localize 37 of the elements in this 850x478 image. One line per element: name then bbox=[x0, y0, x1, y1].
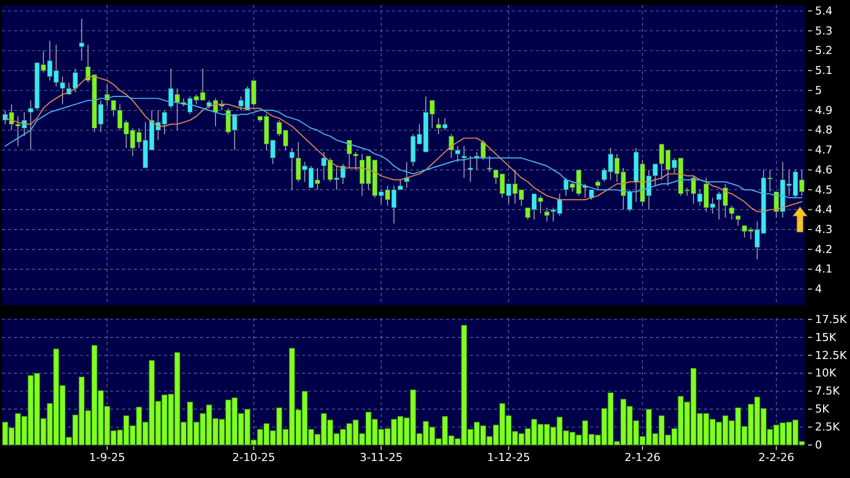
y-tick-label: 5.4 bbox=[815, 4, 832, 18]
y-tick-label: 4.3 bbox=[815, 223, 832, 236]
candlestick bbox=[468, 155, 474, 182]
candlestick bbox=[729, 205, 734, 220]
y-tick-label: 5.2 bbox=[815, 44, 832, 58]
x-tick-label: 2-2-26 bbox=[758, 451, 794, 464]
y-tick-label: 15K bbox=[815, 330, 837, 344]
y-tick-label: 4.5 bbox=[815, 183, 832, 196]
y-tick-label: 4.8 bbox=[815, 124, 832, 137]
y-tick-label: 2.5K bbox=[815, 420, 840, 434]
y-tick-label: 0 bbox=[815, 438, 822, 452]
y-tick-label: 10K bbox=[815, 366, 837, 380]
x-tick-label: 1-12-25 bbox=[487, 451, 530, 464]
y-tick-label: 5K bbox=[815, 402, 830, 416]
y-tick-label: 5.1 bbox=[815, 64, 832, 78]
candlestick bbox=[486, 155, 492, 172]
candlestick bbox=[735, 215, 741, 226]
y-tick-label: 4 bbox=[815, 282, 822, 296]
candlestick bbox=[79, 18, 84, 62]
y-tick-label: 7.5K bbox=[815, 384, 840, 398]
y-tick-label: 4.1 bbox=[815, 262, 832, 276]
y-tick-label: 5.3 bbox=[815, 24, 832, 38]
y-tick-label: 17.5K bbox=[815, 312, 848, 326]
y-tick-label: 4.7 bbox=[815, 144, 832, 157]
y-tick-label: 4.4 bbox=[815, 203, 832, 216]
x-tick-label: 1-9-25 bbox=[89, 451, 126, 464]
y-tick-label: 4.6 bbox=[815, 163, 832, 176]
x-tick-label: 2-1-26 bbox=[624, 451, 660, 464]
y-tick-label: 12.5K bbox=[815, 348, 848, 362]
candlestick bbox=[595, 179, 600, 190]
y-tick-label: 4.9 bbox=[815, 104, 832, 117]
x-tick-label: 3-11-25 bbox=[360, 451, 403, 464]
candlestick bbox=[461, 146, 467, 178]
y-tick-label: 5 bbox=[815, 84, 822, 97]
x-tick-label: 2-10-25 bbox=[232, 451, 276, 464]
y-tick-label: 4.2 bbox=[815, 242, 832, 256]
candlestick bbox=[404, 161, 410, 188]
